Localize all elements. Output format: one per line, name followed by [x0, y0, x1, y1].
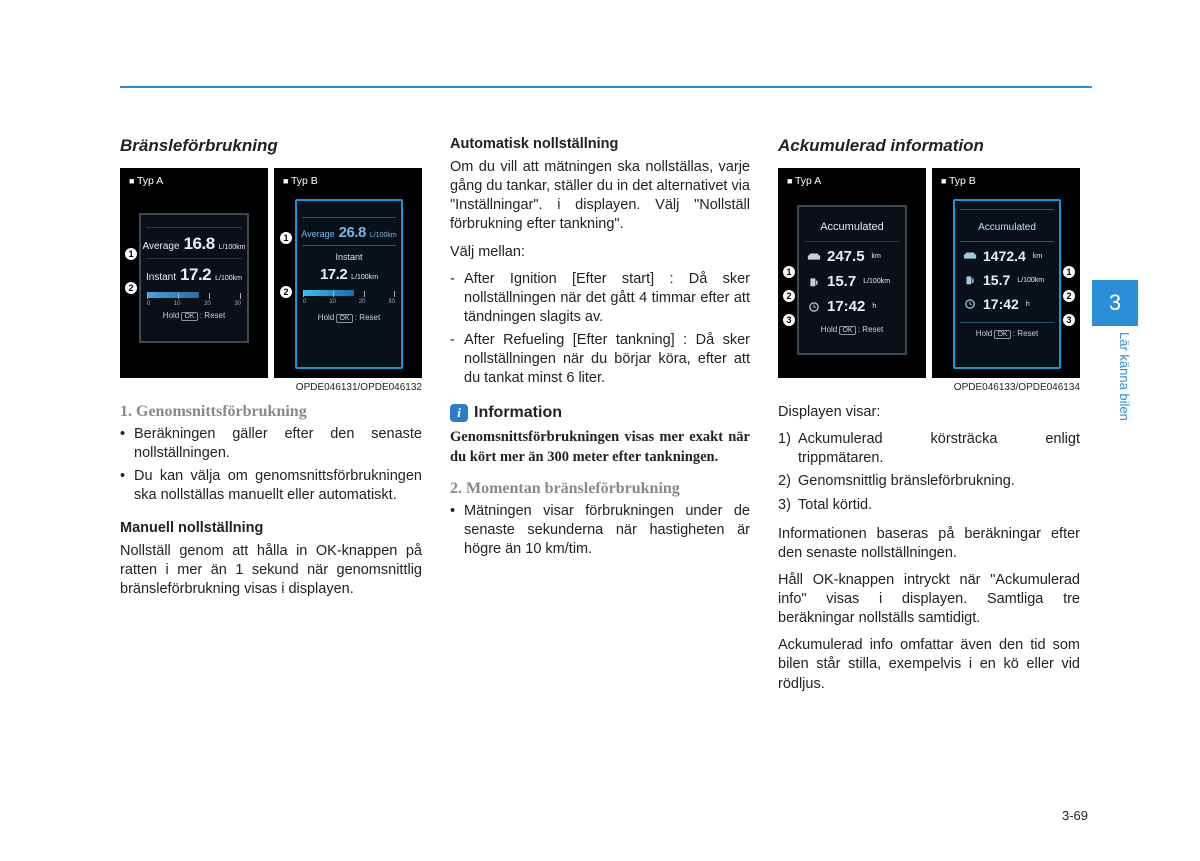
acc-fuel-a: 15.7L/100km — [799, 269, 905, 294]
caption-1: OPDE046131/OPDE046132 — [120, 382, 422, 393]
inst-row: Instant 17.2 L/100km — [141, 261, 247, 287]
sub-instant: 2. Momentan bränsleförbrukning — [450, 480, 750, 498]
avg-row: Average 16.8 L/100km — [141, 230, 247, 256]
acc-type-a-label: Typ A — [787, 175, 821, 187]
type-b-label: Typ B — [283, 175, 318, 187]
acc-callout-1: 1 — [782, 265, 796, 279]
manual-text: Nollställ genom att hålla in OK-knappen … — [120, 542, 422, 599]
acc-cluster-b: Typ B 1 2 3 Accumulated 1472.4km 15.7L/1… — [932, 168, 1080, 378]
info-title: Information — [474, 404, 562, 422]
caption-3: OPDE046133/OPDE046134 — [778, 382, 1080, 393]
screen-a: Average 16.8 L/100km Instant 17.2 L/100k… — [139, 213, 249, 343]
bullet-1: Beräkningen gäller efter den senaste nol… — [120, 425, 422, 463]
auto-options: After Ignition [Efter start] : Då sker n… — [450, 270, 750, 389]
car-icon — [807, 252, 821, 262]
dash-1: After Ignition [Efter start] : Då sker n… — [450, 270, 750, 327]
acc-callout-2b: 2 — [1062, 289, 1076, 303]
avg-bullets: Beräkningen gäller efter den senaste nol… — [120, 425, 422, 506]
li-1: 1)Ackumulerad körsträcka enligt trippmät… — [778, 430, 1080, 468]
info-icon: i — [450, 404, 468, 422]
callout-1b: 1 — [279, 231, 293, 245]
chapter-tab: 3 — [1092, 280, 1138, 326]
choose-text: Välj mellan: — [450, 243, 750, 262]
callout-2b: 2 — [279, 285, 293, 299]
sub-avg: 1. Genomsnittsförbrukning — [120, 403, 422, 421]
column-2: Automatisk nollställning Om du vill att … — [450, 136, 750, 702]
column-1: Bränsleförbrukning Typ A 1 2 Average 16.… — [120, 136, 422, 702]
fuel-cluster-figures: Typ A 1 2 Average 16.8 L/100km Instant 1… — [120, 168, 422, 378]
acc-cluster-figures: Typ A 1 2 3 Accumulated 247.5km 15.7L/10… — [778, 168, 1080, 378]
side-label: Lär känna bilen — [1117, 332, 1132, 421]
avg-row-b: Average 26.8 L/100km — [297, 220, 401, 243]
acc-screen-b: Accumulated 1472.4km 15.7L/100km 17:42h — [953, 199, 1061, 369]
top-rule — [120, 86, 1092, 88]
inst-row-b: 17.2 L/100km — [297, 262, 401, 285]
page-content: Bränsleförbrukning Typ A 1 2 Average 16.… — [120, 136, 1080, 702]
acc-time-b: 17:42h — [955, 292, 1059, 316]
info-header: i Information — [450, 404, 750, 422]
info-text: Genomsnittsförbrukningen visas mer exakt… — [450, 428, 750, 467]
acc-fuel-b: 15.7L/100km — [955, 268, 1059, 292]
instant-b1: Mätningen visar förbrukningen under de s… — [450, 502, 750, 559]
acc-p1: Informationen baseras på beräkningar eft… — [778, 525, 1080, 563]
fuel-cluster-b: Typ B 1 2 Average 26.8 L/100km Instant 1… — [274, 168, 422, 378]
auto-text: Om du vill att mätningen ska nollställas… — [450, 158, 750, 235]
acc-title-a: Accumulated — [799, 207, 905, 233]
car-icon — [963, 251, 977, 261]
acc-type-b-label: Typ B — [941, 175, 976, 187]
acc-screen-a: Accumulated 247.5km 15.7L/100km 17:42h — [797, 205, 907, 355]
clock-icon — [963, 299, 977, 309]
acc-p2: Håll OK-knappen intryckt när "Ackumulera… — [778, 571, 1080, 628]
fuel-icon — [963, 275, 977, 285]
reset-a: Hold OK : Reset — [141, 311, 247, 320]
screen-b: Average 26.8 L/100km Instant 17.2 L/100k… — [295, 199, 403, 369]
acc-time-a: 17:42h — [799, 294, 905, 319]
acc-callout-3b: 3 — [1062, 313, 1076, 327]
acc-dist-a: 247.5km — [799, 244, 905, 269]
fuel-icon — [807, 277, 821, 287]
dash-2: After Refueling [Efter tankning] : Då sk… — [450, 331, 750, 388]
acc-callout-2: 2 — [782, 289, 796, 303]
gauge-a: 0 10 20 30 — [147, 291, 241, 305]
acc-reset-b: Hold OK : Reset — [955, 329, 1059, 338]
type-a-label: Typ A — [129, 175, 163, 187]
li-3: 3)Total körtid. — [778, 496, 1080, 515]
li-2: 2)Genomsnittlig bränsleförbrukning. — [778, 472, 1080, 491]
heading-fuel: Bränsleförbrukning — [120, 136, 422, 156]
disp-intro: Displayen visar: — [778, 403, 1080, 422]
heading-acc: Ackumulerad information — [778, 136, 1080, 156]
acc-callout-1b: 1 — [1062, 265, 1076, 279]
acc-p3: Ackumulerad info omfattar även den tid s… — [778, 636, 1080, 693]
inst-label-b: Instant — [297, 252, 401, 262]
reset-b: Hold OK : Reset — [297, 313, 401, 322]
auto-heading: Automatisk nollställning — [450, 136, 750, 152]
acc-title-b: Accumulated — [955, 212, 1059, 233]
fuel-cluster-a: Typ A 1 2 Average 16.8 L/100km Instant 1… — [120, 168, 268, 378]
column-3: Ackumulerad information Typ A 1 2 3 Accu… — [778, 136, 1080, 702]
page-number: 3-69 — [1062, 808, 1088, 823]
acc-cluster-a: Typ A 1 2 3 Accumulated 247.5km 15.7L/10… — [778, 168, 926, 378]
manual-heading: Manuell nollställning — [120, 520, 422, 536]
acc-callout-3: 3 — [782, 313, 796, 327]
clock-icon — [807, 302, 821, 312]
bullet-2: Du kan välja om genomsnittsförbrukningen… — [120, 467, 422, 505]
chapter-number: 3 — [1109, 290, 1121, 316]
instant-bullets: Mätningen visar förbrukningen under de s… — [450, 502, 750, 559]
callout-1: 1 — [124, 247, 138, 261]
callout-2: 2 — [124, 281, 138, 295]
disp-list: 1)Ackumulerad körsträcka enligt trippmät… — [778, 430, 1080, 515]
gauge-b: 0 10 20 30 — [303, 289, 395, 303]
acc-dist-b: 1472.4km — [955, 244, 1059, 268]
acc-reset-a: Hold OK : Reset — [799, 325, 905, 334]
